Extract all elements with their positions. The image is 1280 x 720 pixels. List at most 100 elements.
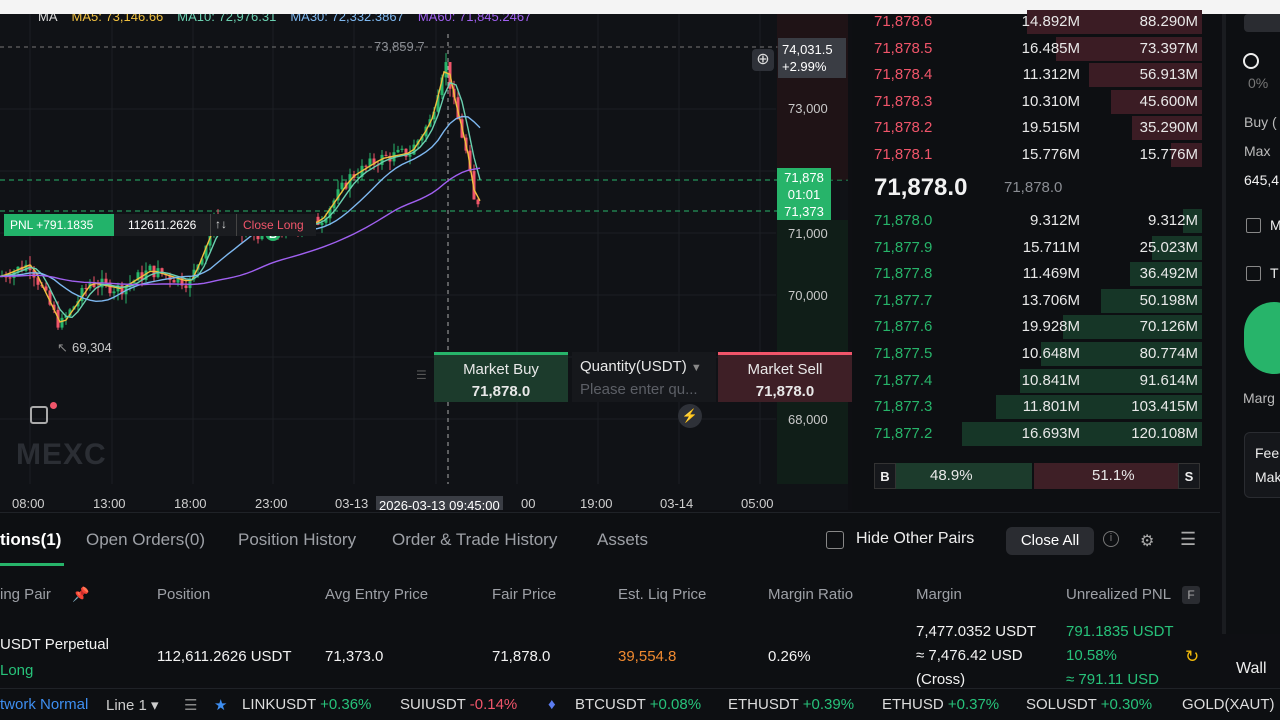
hover-price: 74,031.5 bbox=[782, 42, 833, 57]
bid-row[interactable]: 71,877.5 10.648M 80.774M bbox=[852, 341, 1202, 367]
bid-price: 71,877.2 bbox=[874, 424, 933, 442]
ma-legend-item: MA5: 73,146.66 bbox=[71, 14, 164, 24]
ticker-change: +0.30% bbox=[1100, 696, 1153, 713]
ask-row[interactable]: 71,878.5 16.485M 73.397M bbox=[852, 36, 1202, 62]
y-axis-label: 68,000 bbox=[788, 412, 828, 427]
bid-row[interactable]: 71,877.9 15.711M 25.023M bbox=[852, 235, 1202, 261]
crosshair-plus-icon[interactable]: ⊕ bbox=[752, 49, 774, 71]
ask-price: 71,878.5 bbox=[874, 39, 933, 57]
option-checkbox[interactable] bbox=[1246, 266, 1261, 281]
bid-row[interactable]: 71,877.8 11.469M 36.492M bbox=[852, 261, 1202, 287]
tab-assets[interactable]: Assets bbox=[597, 530, 649, 549]
bid-row[interactable]: 71,877.4 10.841M 91.614M bbox=[852, 368, 1202, 394]
bid-size: 10.841M bbox=[1021, 371, 1080, 389]
bid-depth-bar bbox=[1183, 209, 1202, 233]
list-icon[interactable]: ☰ bbox=[184, 697, 198, 714]
hide-other-pairs-checkbox[interactable] bbox=[826, 531, 844, 549]
price-chart[interactable]: B MA MA5: 73,146.66 MA10: 72,976.31 MA30: 7… bbox=[0, 14, 848, 510]
share-pnl-icon[interactable]: ↻ bbox=[1185, 647, 1200, 666]
ask-depth-bar bbox=[1056, 36, 1202, 61]
open-long-button[interactable] bbox=[1244, 302, 1280, 374]
close-long-button[interactable]: Close Long bbox=[236, 214, 316, 236]
ticker-item[interactable]: SUIUSDT -0.14% bbox=[400, 696, 517, 713]
candle-body bbox=[340, 182, 344, 190]
reverse-position-icon[interactable]: ↑↓ bbox=[210, 214, 236, 236]
col-header-liq-price: Est. Liq Price bbox=[618, 586, 707, 603]
ticker-item[interactable]: LINKUSDT +0.36% bbox=[242, 696, 371, 713]
max-label: Max bbox=[1244, 143, 1271, 159]
line-selector[interactable]: Line 1 ▾ bbox=[106, 697, 159, 714]
margin-label: Marg bbox=[1243, 390, 1275, 406]
bid-depth-bar bbox=[1041, 342, 1202, 366]
fee-maker-label: Mak bbox=[1255, 469, 1280, 485]
ticker-item[interactable]: ETHUSDT +0.39% bbox=[728, 696, 854, 713]
candle-body bbox=[400, 148, 404, 150]
candle-body bbox=[184, 285, 188, 289]
ask-row[interactable]: 71,878.1 15.776M 15.776M bbox=[852, 142, 1202, 168]
bid-depth-bar bbox=[962, 421, 1202, 446]
hover-price-tag: 74,031.5 +2.99% bbox=[778, 38, 846, 78]
ma-legend-item: MA10: 72,976.31 bbox=[177, 14, 277, 24]
candle-body bbox=[368, 158, 372, 167]
close-all-button[interactable]: Close All bbox=[1006, 527, 1094, 555]
pin-icon[interactable]: 📌 bbox=[72, 586, 90, 602]
ticker-item[interactable]: BTCUSDT +0.08% bbox=[575, 696, 701, 713]
market-buy-button[interactable]: Market Buy 71,878.0 bbox=[434, 352, 568, 402]
menu-icon[interactable]: ☰ bbox=[1180, 529, 1197, 549]
tab-order-trade-history[interactable]: Order & Trade History bbox=[392, 530, 558, 549]
info-icon[interactable]: i bbox=[1103, 531, 1119, 547]
bid-row[interactable]: 71,877.3 11.801M 103.415M bbox=[852, 394, 1202, 420]
ticker-item[interactable]: GOLD(XAUT) bbox=[1182, 696, 1275, 713]
ask-size: 10.310M bbox=[1021, 92, 1080, 110]
ticker-item[interactable]: ETHUSD +0.37% bbox=[882, 696, 999, 713]
y-axis-label: 70,000 bbox=[788, 288, 828, 303]
margin-usdt: 7,477.0352 USDT bbox=[916, 623, 1037, 640]
tab-position-history[interactable]: Position History bbox=[238, 530, 357, 549]
buy-sell-ratio: B 48.9% 51.1% S bbox=[874, 463, 1200, 489]
ask-total: 56.913M bbox=[1139, 66, 1198, 84]
candlestick-chart-canvas[interactable]: B bbox=[0, 14, 848, 510]
filter-settings-icon[interactable]: ⚙ bbox=[1140, 533, 1155, 550]
candle-body bbox=[136, 272, 140, 281]
leverage-slider-handle[interactable] bbox=[1243, 53, 1259, 69]
option-checkbox[interactable] bbox=[1246, 218, 1261, 233]
pair-name[interactable]: USDT Perpetual bbox=[0, 636, 109, 653]
ask-row[interactable]: 71,878.3 10.310M 45.600M bbox=[852, 89, 1202, 115]
pnl-badge[interactable]: F bbox=[1182, 586, 1200, 604]
star-icon[interactable]: ★ bbox=[214, 697, 228, 714]
bid-row[interactable]: 71,877.6 19.928M 70.126M bbox=[852, 314, 1202, 340]
drag-handle-icon[interactable]: ☰ bbox=[416, 368, 427, 382]
quantity-input[interactable]: Quantity(USDT) ▼ Please enter qu... bbox=[572, 352, 716, 402]
candle-body bbox=[432, 111, 436, 120]
ma-legend-item: MA30: 72,332.3867 bbox=[290, 14, 404, 24]
tab-positions[interactable]: tions(1) bbox=[0, 530, 62, 549]
ask-row[interactable]: 71,878.6 14.892M 88.290M bbox=[852, 9, 1202, 35]
ask-row[interactable]: 71,878.4 11.312M 56.913M bbox=[852, 62, 1202, 88]
x-axis-label: 08:00 bbox=[12, 496, 45, 510]
ticker-item[interactable]: SOLUSDT +0.30% bbox=[1026, 696, 1152, 713]
panel-tab[interactable] bbox=[1244, 14, 1280, 32]
market-sell-button[interactable]: Market Sell 71,878.0 bbox=[718, 352, 852, 402]
bid-depth-bar bbox=[1101, 288, 1202, 313]
ask-total: 15.776M bbox=[1139, 146, 1198, 163]
chevron-down-icon[interactable]: ▼ bbox=[690, 362, 702, 374]
bid-row[interactable]: 71,878.0 9.312M 9.312M bbox=[852, 208, 1202, 234]
lightning-icon[interactable]: ⚡ bbox=[678, 404, 702, 428]
calendar-icon[interactable] bbox=[30, 406, 48, 424]
tab-open-orders[interactable]: Open Orders(0) bbox=[86, 530, 206, 549]
candle-body bbox=[84, 287, 88, 289]
bid-row[interactable]: 71,877.7 13.706M 50.198M bbox=[852, 288, 1202, 314]
candle-body bbox=[204, 245, 208, 259]
x-axis-label: 03-13 bbox=[335, 496, 369, 510]
candle-body bbox=[372, 158, 376, 165]
network-status[interactable]: twork Normal bbox=[0, 696, 89, 713]
bid-row[interactable]: 71,877.2 16.693M 120.108M bbox=[852, 421, 1202, 447]
wallet-label[interactable]: Wall bbox=[1236, 660, 1267, 677]
order-book: 71,878.6 14.892M 88.290M 71,878.5 16.485M 73.… bbox=[852, 10, 1220, 510]
position-line-label[interactable]: PNL +791.1835 112611.2626 ↑↓ Close Long bbox=[4, 214, 316, 236]
market-sell-price: 71,878.0 bbox=[755, 383, 815, 400]
buy-label: Buy ( bbox=[1244, 114, 1277, 130]
candle-body bbox=[200, 258, 204, 265]
fee-box[interactable]: Fee Mak bbox=[1244, 432, 1280, 498]
ask-row[interactable]: 71,878.2 19.515M 35.290M bbox=[852, 115, 1202, 141]
